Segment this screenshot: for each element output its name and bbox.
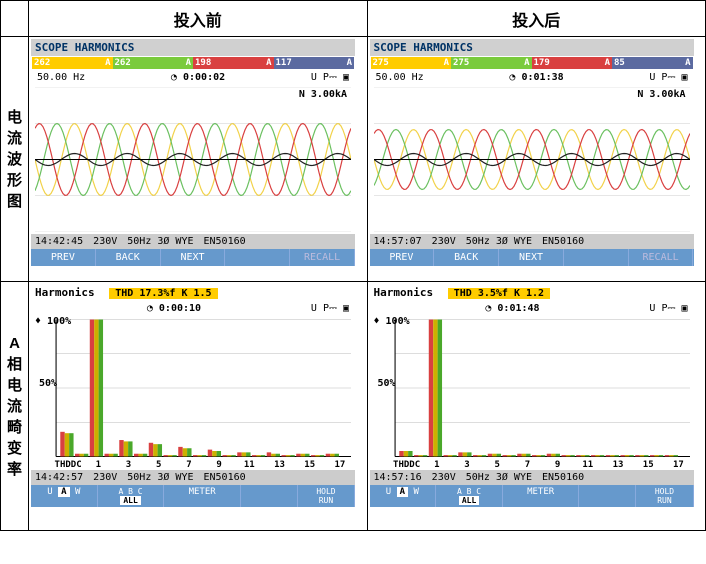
standard: EN50160	[204, 236, 246, 247]
clock-icon: ◔	[485, 303, 491, 314]
voltage: 230V	[432, 236, 456, 247]
voltage: 230V	[93, 236, 117, 247]
timestamp: 14:57:07	[374, 236, 422, 247]
status-bar: 14:42:45 230V 50Hz 3Ø WYE EN50160	[31, 234, 355, 249]
n-scale-label: N 3.00kA	[299, 89, 347, 100]
next-button[interactable]: NEXT	[161, 249, 226, 266]
phase-bar: 275A275A179A85A	[370, 56, 694, 70]
hold-run-button[interactable]: HOLDRUN	[636, 485, 693, 507]
n-scale-label: N 3.00kA	[637, 89, 685, 100]
clock-icon: ◔	[147, 303, 153, 314]
abc-button[interactable]: A B CALL	[98, 485, 165, 507]
abc-button[interactable]: A B CALL	[436, 485, 503, 507]
harmonics-title: Harmonics THD 3.5%f K 1.2	[370, 284, 694, 301]
harmonics-plot: ♦ 100% 50%	[374, 318, 690, 458]
config: 50Hz 3Ø WYE	[466, 472, 532, 483]
timestamp: 14:42:57	[35, 472, 83, 483]
elapsed-time: 0:00:02	[183, 72, 225, 83]
standard: EN50160	[542, 472, 584, 483]
comparison-table: 投入前 投入后 电流波形图 SCOPE HARMONICS 262A262A19…	[0, 0, 706, 531]
waveform-plot: N 3.00kA	[35, 87, 351, 232]
config: 50Hz 3Ø WYE	[127, 472, 193, 483]
uaw-button[interactable]: U A W	[370, 485, 437, 507]
elapsed-time: 0:00:10	[159, 303, 201, 314]
status-bar: 14:57:16 230V 50Hz 3Ø WYE EN50160	[370, 470, 694, 485]
cell-scope-after: SCOPE HARMONICS 275A275A179A85A 50.00 Hz…	[367, 37, 706, 282]
info-bar: ◔ 0:00:10 U P⎓ ▣	[31, 301, 355, 316]
scope-title: SCOPE HARMONICS	[370, 39, 694, 56]
x-axis-labels: THDDC1357911131517	[31, 460, 355, 470]
info-bar: ◔ 0:01:48 U P⎓ ▣	[370, 301, 694, 316]
phase-bar: 262A262A198A117A	[31, 56, 355, 70]
standard: EN50160	[204, 472, 246, 483]
recall-button[interactable]: RECALL	[629, 249, 694, 266]
standard: EN50160	[542, 236, 584, 247]
header-before: 投入前	[29, 1, 368, 37]
uaw-button[interactable]: U A W	[31, 485, 98, 507]
timestamp: 14:42:45	[35, 236, 83, 247]
meter-button[interactable]: METER	[164, 485, 240, 507]
status-bar: 14:42:57 230V 50Hz 3Ø WYE EN50160	[31, 470, 355, 485]
recall-button[interactable]: RECALL	[290, 249, 355, 266]
blank-button	[225, 249, 290, 266]
clock-icon: ◔	[171, 72, 177, 83]
elapsed-time: 0:01:38	[521, 72, 563, 83]
waveform-plot: N 3.00kA	[374, 87, 690, 232]
config: 50Hz 3Ø WYE	[466, 236, 532, 247]
power-icon: U P⎓ ▣	[311, 303, 349, 314]
voltage: 230V	[93, 472, 117, 483]
harmonics-plot: ♦ 100% 50%	[35, 318, 351, 458]
cell-harm-after: Harmonics THD 3.5%f K 1.2 ◔ 0:01:48 U P⎓…	[367, 282, 706, 531]
thd-badge: THD 17.3%f K 1.5	[109, 288, 217, 299]
freq-label: 50.00 Hz	[37, 72, 85, 83]
status-bar: 14:57:07 230V 50Hz 3Ø WYE EN50160	[370, 234, 694, 249]
blank-button	[564, 249, 629, 266]
back-button[interactable]: BACK	[434, 249, 499, 266]
prev-button[interactable]: PREV	[31, 249, 96, 266]
config: 50Hz 3Ø WYE	[127, 236, 193, 247]
timestamp: 14:57:16	[374, 472, 422, 483]
hold-run-button[interactable]: HOLDRUN	[298, 485, 355, 507]
prev-button[interactable]: PREV	[370, 249, 435, 266]
cell-scope-before: SCOPE HARMONICS 262A262A198A117A 50.00 H…	[29, 37, 368, 282]
header-blank	[1, 1, 29, 37]
back-button[interactable]: BACK	[96, 249, 161, 266]
meter-button[interactable]: METER	[503, 485, 579, 507]
row-label-waveform: 电流波形图	[1, 37, 29, 282]
scope-title: SCOPE HARMONICS	[31, 39, 355, 56]
freq-label: 50.00 Hz	[376, 72, 424, 83]
clock-icon: ◔	[509, 72, 515, 83]
info-bar: 50.00 Hz ◔ 0:00:02 U P⎓ ▣	[31, 70, 355, 85]
header-after: 投入后	[367, 1, 706, 37]
power-icon: U P⎓ ▣	[311, 72, 349, 83]
power-icon: U P⎓ ▣	[649, 72, 687, 83]
cell-harm-before: Harmonics THD 17.3%f K 1.5 ◔ 0:00:10 U P…	[29, 282, 368, 531]
x-axis-labels: THDDC1357911131517	[370, 460, 694, 470]
thd-badge: THD 3.5%f K 1.2	[448, 288, 550, 299]
elapsed-time: 0:01:48	[497, 303, 539, 314]
harmonics-title: Harmonics THD 17.3%f K 1.5	[31, 284, 355, 301]
power-icon: U P⎓ ▣	[649, 303, 687, 314]
voltage: 230V	[432, 472, 456, 483]
info-bar: 50.00 Hz ◔ 0:01:38 U P⎓ ▣	[370, 70, 694, 85]
row-label-harmonics: A相电流畸变率	[1, 282, 29, 531]
next-button[interactable]: NEXT	[499, 249, 564, 266]
